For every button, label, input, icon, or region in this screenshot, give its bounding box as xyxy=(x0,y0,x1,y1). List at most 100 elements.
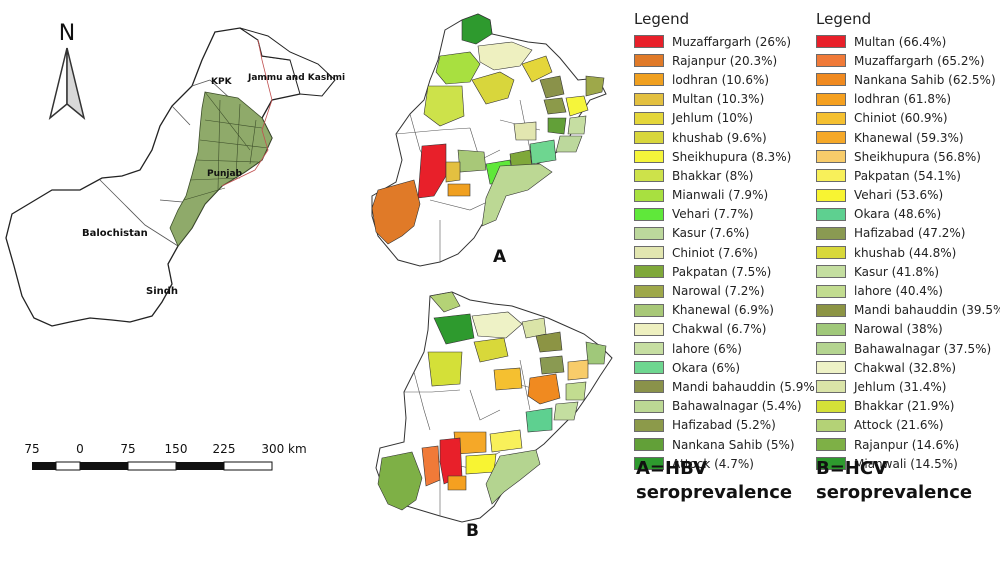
punjab-district-lines xyxy=(183,91,269,201)
district-chakwal xyxy=(471,311,523,339)
scale-tick-label: 75 xyxy=(24,442,39,456)
legend-label: Kasur (7.6%) xyxy=(672,226,750,241)
legend-item: Multan (66.4%) xyxy=(816,32,1000,51)
district-mandi-bahauddin xyxy=(535,331,563,353)
legend-label: Mandi bahauddin (5.9%) xyxy=(672,379,820,394)
district-kasur xyxy=(555,135,583,153)
legend-swatch xyxy=(816,284,846,298)
legend-swatch xyxy=(634,380,664,394)
legend-label: Narowal (38%) xyxy=(854,322,943,337)
legend-swatch xyxy=(634,207,664,221)
legend-swatch xyxy=(816,342,846,356)
legend-item: Mandi bahauddin (39.5%) xyxy=(816,301,1000,320)
legend-swatch xyxy=(816,169,846,183)
scale-tick-label: 0 xyxy=(76,442,84,456)
district-chiniot xyxy=(493,367,523,391)
legend-item: Rajanpur (14.6%) xyxy=(816,435,1000,454)
legend-item: Bhakkar (8%) xyxy=(634,166,819,185)
district-rajanpur xyxy=(371,179,421,245)
legend-label: Chiniot (60.9%) xyxy=(854,111,948,126)
legend-swatch xyxy=(816,207,846,221)
legend-swatch xyxy=(634,418,664,432)
legend-swatch xyxy=(816,399,846,413)
district-jehlum xyxy=(521,317,547,339)
legend-swatch xyxy=(634,226,664,240)
district-sheikhupura xyxy=(565,95,589,117)
legend-item: Chakwal (6.7%) xyxy=(634,320,819,339)
legend-title: Legend xyxy=(634,10,690,28)
border-red-line xyxy=(221,39,273,187)
legend-label: Attock (21.6%) xyxy=(854,418,944,433)
legend-swatch xyxy=(816,131,846,145)
scale-tick-label: 225 xyxy=(213,442,236,456)
district-lodhran xyxy=(447,475,467,491)
panel-letter-a: A xyxy=(493,247,507,267)
legend-item: Kasur (41.8%) xyxy=(816,262,1000,281)
legend-item: lodhran (10.6%) xyxy=(634,70,819,89)
legend-hcv: Legend Multan (66.4%) Muzaffargarh (65.2%… xyxy=(816,10,1000,473)
legend-item: Chakwal (32.8%) xyxy=(816,358,1000,377)
legend-swatch xyxy=(634,246,664,260)
legend-swatch xyxy=(816,226,846,240)
legend-item: lahore (6%) xyxy=(634,339,819,358)
legend-item: Sheikhupura (56.8%) xyxy=(816,147,1000,166)
label-punjab: Punjab xyxy=(207,169,243,179)
district-chakwal xyxy=(477,41,533,71)
legend-list: Muzaffargarh (26%) Rajanpur (20.3%) lodhra… xyxy=(634,32,819,473)
legend-label: Okara (48.6%) xyxy=(854,207,942,222)
legend-item: lahore (40.4%) xyxy=(816,281,1000,300)
district-lahore xyxy=(565,381,587,401)
legend-title: Legend xyxy=(816,10,872,28)
north-label: N xyxy=(59,21,75,46)
label-jammu-kashmir: Jammu and Kashmir xyxy=(247,73,345,83)
scale-tick-label: 300 km xyxy=(261,442,306,456)
district-muzaffargarh xyxy=(417,143,447,199)
panel-letter-b: B xyxy=(466,521,479,541)
legend-swatch xyxy=(816,265,846,279)
legend-label: lodhran (10.6%) xyxy=(672,72,770,87)
legend-swatch xyxy=(816,73,846,87)
legend-swatch xyxy=(816,111,846,125)
legend-label: Khanewal (6.9%) xyxy=(672,303,774,318)
legend-item: Jehlum (10%) xyxy=(634,109,819,128)
district-khushab xyxy=(473,337,509,363)
legend-item: Rajanpur (20.3%) xyxy=(634,51,819,70)
legend-label: Pakpatan (7.5%) xyxy=(672,264,772,279)
legend-label: Chakwal (6.7%) xyxy=(672,322,767,337)
legend-swatch xyxy=(634,111,664,125)
legend-item: Nankana Sahib (5%) xyxy=(634,435,819,454)
label-kpk: KPK xyxy=(211,77,233,87)
legend-swatch xyxy=(634,303,664,317)
legend-label: Chakwal (32.8%) xyxy=(854,360,957,375)
legend-swatch xyxy=(634,361,664,375)
legend-item: Mianwali (14.5%) xyxy=(816,454,1000,473)
legend-item: Narowal (38%) xyxy=(816,320,1000,339)
district-hafizabad xyxy=(539,355,565,375)
legend-label: Muzaffargarh (65.2%) xyxy=(854,53,985,68)
legend-label: Narowal (7.2%) xyxy=(672,284,765,299)
legend-swatch xyxy=(816,54,846,68)
legend-label: Mianwali (7.9%) xyxy=(672,188,769,203)
legend-swatch xyxy=(634,92,664,106)
legend-item: Bahawalnagar (5.4%) xyxy=(634,397,819,416)
legend-label: Bahawalnagar (5.4%) xyxy=(672,399,802,414)
legend-swatch xyxy=(634,265,664,279)
legend-swatch xyxy=(816,150,846,164)
scale-tick-label: 150 xyxy=(165,442,188,456)
legend-item: Hafizabad (47.2%) xyxy=(816,224,1000,243)
legend-label: Muzaffargarh (26%) xyxy=(672,34,792,49)
legend-label: lodhran (61.8%) xyxy=(854,92,952,107)
district-nankana-sahib xyxy=(527,373,561,405)
district-khanewal xyxy=(457,149,487,173)
legend-item: Okara (6%) xyxy=(634,358,819,377)
legend-item: Nankana Sahib (62.5%) xyxy=(816,70,1000,89)
district-khushab xyxy=(471,71,515,105)
legend-label: khushab (9.6%) xyxy=(672,130,767,145)
legend-item: Mianwali (7.9%) xyxy=(634,186,819,205)
legend-item: Chiniot (7.6%) xyxy=(634,243,819,262)
district-hafizabad xyxy=(543,97,567,115)
legend-label: Vehari (7.7%) xyxy=(672,207,754,222)
district-sheikhupura xyxy=(567,359,589,381)
district-pakpatan xyxy=(489,429,523,453)
legend-swatch xyxy=(634,399,664,413)
